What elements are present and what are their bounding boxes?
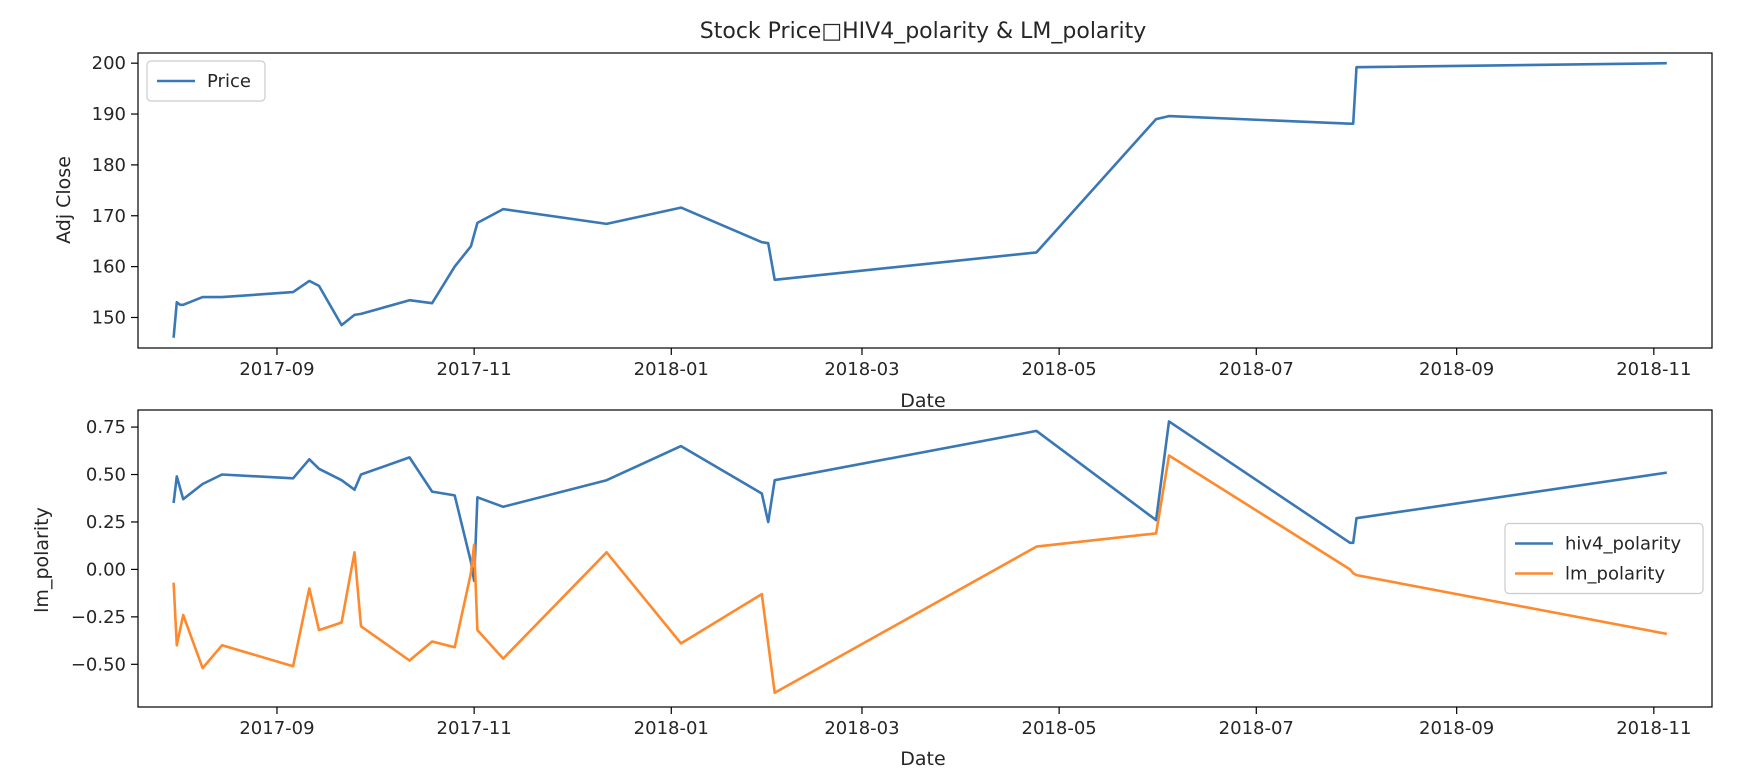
price-x-tick-label: 2018-09 <box>1419 359 1494 380</box>
polarity-x-tick-label: 2018-07 <box>1219 718 1294 739</box>
polarity-axis-ticks: −0.50 −0.25 0.00 0.25 0.50 0.75 2017-09 2017-11… <box>71 417 1692 739</box>
price-y-tick-label: 170 <box>92 206 126 227</box>
price-x-tick-label: 2018-01 <box>634 359 709 380</box>
price-x-tick-label: 2018-03 <box>824 359 899 380</box>
polarity-x-tick-label: 2018-03 <box>824 718 899 739</box>
polarity-y-tick-label: 0.25 <box>86 512 126 533</box>
polarity-legend: hiv4_polarity lm_polarity <box>1504 522 1704 595</box>
price-y-tick-label: 150 <box>92 307 126 328</box>
price-x-axis-label: Date <box>900 390 945 412</box>
polarity-panel: −0.50 −0.25 0.00 0.25 0.50 0.75 2017-09 2017-11… <box>31 409 1713 770</box>
hiv4-polarity-legend-label: hiv4_polarity <box>1565 534 1681 555</box>
polarity-x-tick-label: 2017-09 <box>239 718 314 739</box>
price-legend: Price <box>146 60 266 102</box>
price-axis-ticks: 150 160 170 180 190 200 2017-09 2017-11 2018-01 2… <box>92 53 1692 380</box>
polarity-x-tick-label: 2018-11 <box>1616 718 1691 739</box>
price-y-tick-label: 190 <box>92 104 126 125</box>
price-panel: 150 160 170 180 190 200 2017-09 2017-11 2018-01 2… <box>53 52 1713 412</box>
polarity-y-tick-label: −0.50 <box>71 654 126 675</box>
polarity-x-axis-label: Date <box>900 748 945 770</box>
price-y-axis-label: Adj Close <box>53 156 75 244</box>
price-x-tick-label: 2018-11 <box>1616 359 1691 380</box>
polarity-x-tick-label: 2018-09 <box>1419 718 1494 739</box>
price-series-lines <box>172 61 1667 338</box>
price-plot-frame <box>137 52 1713 349</box>
chart-title: Stock Price□HIV4_polarity & LM_polarity <box>700 19 1146 44</box>
lm-polarity-legend-label: lm_polarity <box>1565 564 1665 585</box>
polarity-plot-frame <box>137 409 1713 708</box>
price-legend-label: Price <box>207 71 251 92</box>
polarity-y-tick-label: 0.75 <box>86 417 126 438</box>
price-x-tick-label: 2017-09 <box>239 359 314 380</box>
price-y-tick-label: 180 <box>92 155 126 176</box>
price-legend-box <box>146 60 266 102</box>
polarity-y-tick-label: 0.50 <box>86 465 126 486</box>
price-y-tick-label: 160 <box>92 257 126 278</box>
price-x-tick-label: 2017-11 <box>437 359 512 380</box>
polarity-y-axis-label: lm_polarity <box>31 507 53 613</box>
polarity-x-tick-label: 2018-05 <box>1022 718 1097 739</box>
polarity-y-tick-label: −0.25 <box>71 607 126 628</box>
price-x-tick-label: 2018-05 <box>1022 359 1097 380</box>
price-x-tick-label: 2018-07 <box>1219 359 1294 380</box>
lm-polarity-series-line <box>172 454 1668 695</box>
polarity-x-tick-label: 2017-11 <box>437 718 512 739</box>
polarity-legend-box <box>1504 522 1704 595</box>
polarity-x-tick-label: 2018-01 <box>634 718 709 739</box>
hiv4-polarity-series-line <box>172 420 1667 583</box>
price-y-tick-label: 200 <box>92 53 126 74</box>
polarity-y-tick-label: 0.00 <box>86 559 126 580</box>
polarity-series-lines <box>172 420 1668 695</box>
price-series-line <box>172 61 1667 338</box>
